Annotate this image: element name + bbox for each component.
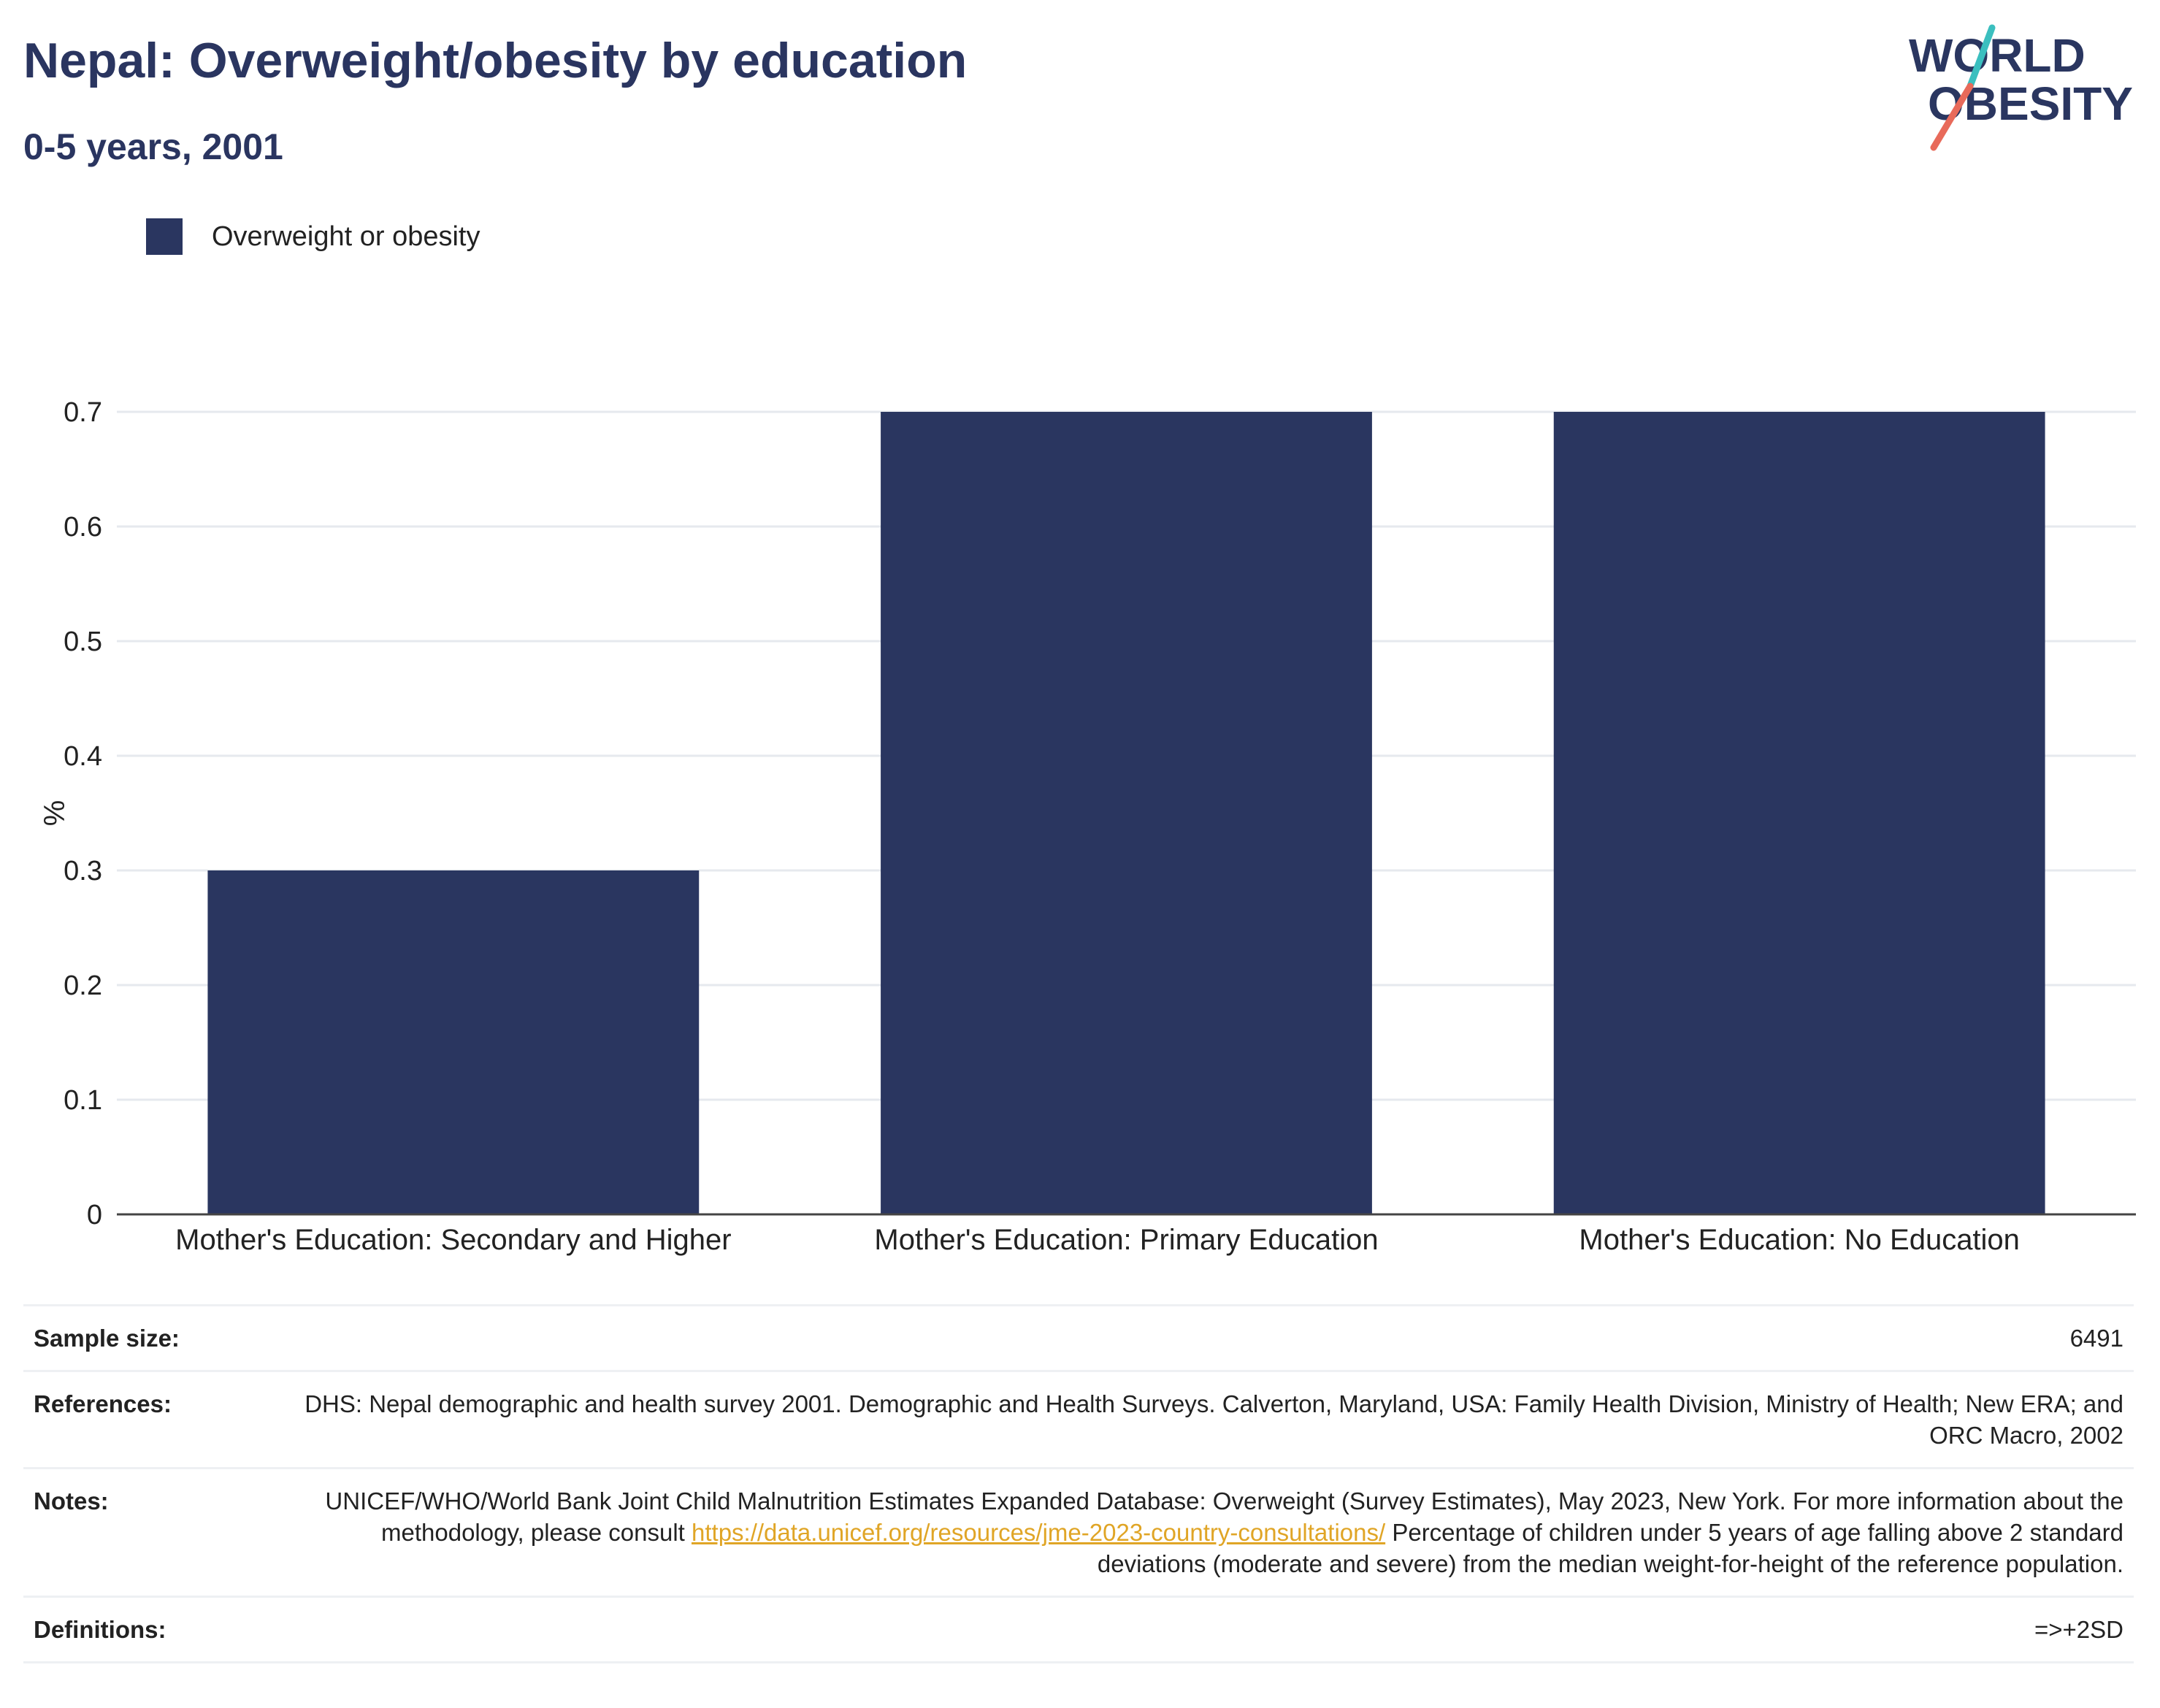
- x-tick-label: Mother's Education: Primary Education: [874, 1224, 1378, 1256]
- methodology-link[interactable]: https://data.unicef.org/resources/jme-20…: [692, 1519, 1386, 1546]
- logo-world-text: WORLD: [1909, 29, 2086, 82]
- x-tick-label: Mother's Education: No Education: [1579, 1224, 2020, 1256]
- notes-text: UNICEF/WHO/World Bank Joint Child Malnut…: [325, 1487, 2123, 1546]
- y-tick-label: 0.7: [64, 397, 102, 428]
- logo-slash-teal: [1966, 24, 1996, 90]
- bar: [207, 870, 700, 1214]
- notes-label: Notes:: [23, 1467, 263, 1597]
- definitions-value: =>+2SD: [263, 1596, 2134, 1663]
- x-tick-label: Mother's Education: Secondary and Higher: [175, 1224, 731, 1256]
- definitions-row: Definitions: =>+2SD: [23, 1596, 2134, 1663]
- legend-swatch: [146, 218, 183, 255]
- chart-subtitle: 0-5 years, 2001: [23, 126, 283, 167]
- sample-size-value: 6491: [263, 1304, 2134, 1371]
- notes-definition-text: Percentage of children under 5 years of …: [1097, 1519, 2123, 1577]
- info-table: Sample size: 6491 References: DHS: Nepal…: [23, 1304, 2134, 1663]
- world-obesity-logo: WORLD OBESITY: [1909, 24, 2133, 151]
- bar-chart: 0 0.1 0.2 0.3 0.4 0.5 0.6 0.7 Mother's Educatio…: [37, 397, 2136, 1256]
- y-tick-label: 0: [87, 1200, 102, 1230]
- references-row: References: DHS: Nepal demographic and h…: [23, 1370, 2134, 1468]
- notes-value: UNICEF/WHO/World Bank Joint Child Malnut…: [263, 1467, 2134, 1597]
- definitions-label: Definitions:: [23, 1596, 263, 1663]
- bar: [1553, 412, 2045, 1214]
- references-value: DHS: Nepal demographic and health survey…: [263, 1370, 2134, 1468]
- legend-label: Overweight or obesity: [212, 221, 480, 252]
- references-label: References:: [23, 1370, 263, 1468]
- sample-size-row: Sample size: 6491: [23, 1304, 2134, 1371]
- bars: [207, 412, 2045, 1214]
- y-tick-label: 0.2: [64, 970, 102, 1001]
- y-axis-label: %: [37, 800, 69, 827]
- x-tick-labels: Mother's Education: Secondary and Higher…: [175, 1224, 2020, 1256]
- y-tick-labels: 0 0.1 0.2 0.3 0.4 0.5 0.6 0.7: [64, 397, 102, 1230]
- y-tick-label: 0.6: [64, 512, 102, 543]
- logo-slash-coral: [1930, 83, 1974, 151]
- y-tick-label: 0.1: [64, 1085, 102, 1116]
- notes-row: Notes: UNICEF/WHO/World Bank Joint Child…: [23, 1467, 2134, 1597]
- chart-title: Nepal: Overweight/obesity by education: [23, 33, 968, 88]
- y-tick-label: 0.4: [64, 741, 102, 772]
- y-tick-label: 0.5: [64, 627, 102, 657]
- bar: [881, 412, 1372, 1214]
- y-tick-label: 0.3: [64, 856, 102, 886]
- sample-size-label: Sample size:: [23, 1304, 263, 1371]
- legend: Overweight or obesity: [146, 216, 480, 257]
